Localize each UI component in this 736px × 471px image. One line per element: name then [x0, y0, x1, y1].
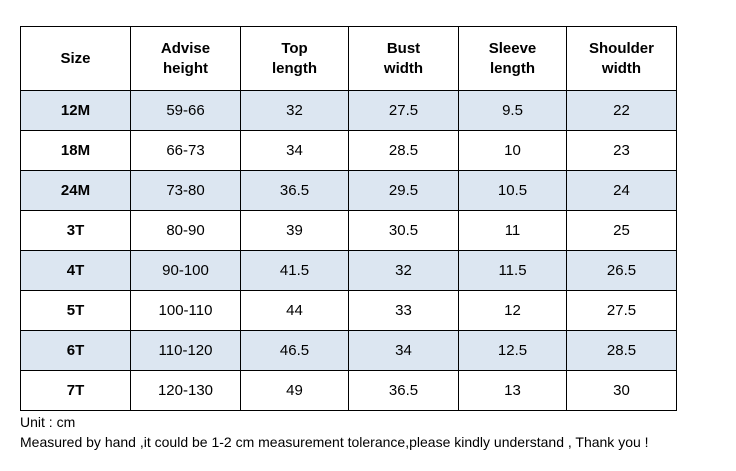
bust-width-cell: 32	[348, 250, 459, 291]
sleeve-length-cell: 11.5	[458, 250, 567, 291]
shoulder-width-cell: 30	[566, 370, 677, 411]
top-length-cell: 49	[240, 370, 349, 411]
table-row: 5T 100-110 44 33 12 27.5	[20, 290, 677, 331]
sleeve-length-cell: 11	[458, 210, 567, 251]
size-cell: 24M	[20, 170, 131, 211]
size-cell: 6T	[20, 330, 131, 371]
size-cell: 18M	[20, 130, 131, 171]
header-row: Size Advise height Top length Bust width Sl…	[20, 26, 677, 91]
table-row: 24M 73-80 36.5 29.5 10.5 24	[20, 170, 677, 211]
notes: Unit : cm Measured by hand ,it could be …	[20, 412, 649, 452]
advise-height-cell: 110-120	[130, 330, 241, 371]
header-shoulder-width: Shoulder width	[566, 26, 677, 91]
sleeve-length-cell: 13	[458, 370, 567, 411]
size-cell: 12M	[20, 90, 131, 131]
advise-height-cell: 80-90	[130, 210, 241, 251]
size-cell: 3T	[20, 210, 131, 251]
table-row: 18M 66-73 34 28.5 10 23	[20, 130, 677, 171]
advise-height-cell: 90-100	[130, 250, 241, 291]
size-cell: 5T	[20, 290, 131, 331]
table-row: 3T 80-90 39 30.5 11 25	[20, 210, 677, 251]
tolerance-note: Measured by hand ,it could be 1-2 cm mea…	[20, 434, 649, 450]
table-row: 12M 59-66 32 27.5 9.5 22	[20, 90, 677, 131]
sleeve-length-cell: 10.5	[458, 170, 567, 211]
shoulder-width-cell: 24	[566, 170, 677, 211]
sleeve-length-cell: 9.5	[458, 90, 567, 131]
bust-width-cell: 33	[348, 290, 459, 331]
header-advise-height: Advise height	[130, 26, 241, 91]
size-chart-table: Size Advise height Top length Bust width Sl…	[20, 26, 677, 411]
advise-height-cell: 120-130	[130, 370, 241, 411]
table-row: 4T 90-100 41.5 32 11.5 26.5	[20, 250, 677, 291]
shoulder-width-cell: 23	[566, 130, 677, 171]
bust-width-cell: 30.5	[348, 210, 459, 251]
table-row: 6T 110-120 46.5 34 12.5 28.5	[20, 330, 677, 371]
unit-note: Unit : cm	[20, 414, 76, 430]
shoulder-width-cell: 25	[566, 210, 677, 251]
header-size: Size	[20, 26, 131, 91]
sleeve-length-cell: 12	[458, 290, 567, 331]
top-length-cell: 32	[240, 90, 349, 131]
shoulder-width-cell: 22	[566, 90, 677, 131]
shoulder-width-cell: 26.5	[566, 250, 677, 291]
advise-height-cell: 73-80	[130, 170, 241, 211]
top-length-cell: 39	[240, 210, 349, 251]
advise-height-cell: 59-66	[130, 90, 241, 131]
size-cell: 7T	[20, 370, 131, 411]
table-row: 7T 120-130 49 36.5 13 30	[20, 370, 677, 411]
sleeve-length-cell: 10	[458, 130, 567, 171]
top-length-cell: 34	[240, 130, 349, 171]
top-length-cell: 41.5	[240, 250, 349, 291]
sleeve-length-cell: 12.5	[458, 330, 567, 371]
bust-width-cell: 36.5	[348, 370, 459, 411]
shoulder-width-cell: 27.5	[566, 290, 677, 331]
top-length-cell: 44	[240, 290, 349, 331]
header-top-length: Top length	[240, 26, 349, 91]
size-cell: 4T	[20, 250, 131, 291]
top-length-cell: 46.5	[240, 330, 349, 371]
header-sleeve-length: Sleeve length	[458, 26, 567, 91]
shoulder-width-cell: 28.5	[566, 330, 677, 371]
top-length-cell: 36.5	[240, 170, 349, 211]
bust-width-cell: 27.5	[348, 90, 459, 131]
advise-height-cell: 66-73	[130, 130, 241, 171]
bust-width-cell: 29.5	[348, 170, 459, 211]
header-bust-width: Bust width	[348, 26, 459, 91]
advise-height-cell: 100-110	[130, 290, 241, 331]
bust-width-cell: 28.5	[348, 130, 459, 171]
bust-width-cell: 34	[348, 330, 459, 371]
